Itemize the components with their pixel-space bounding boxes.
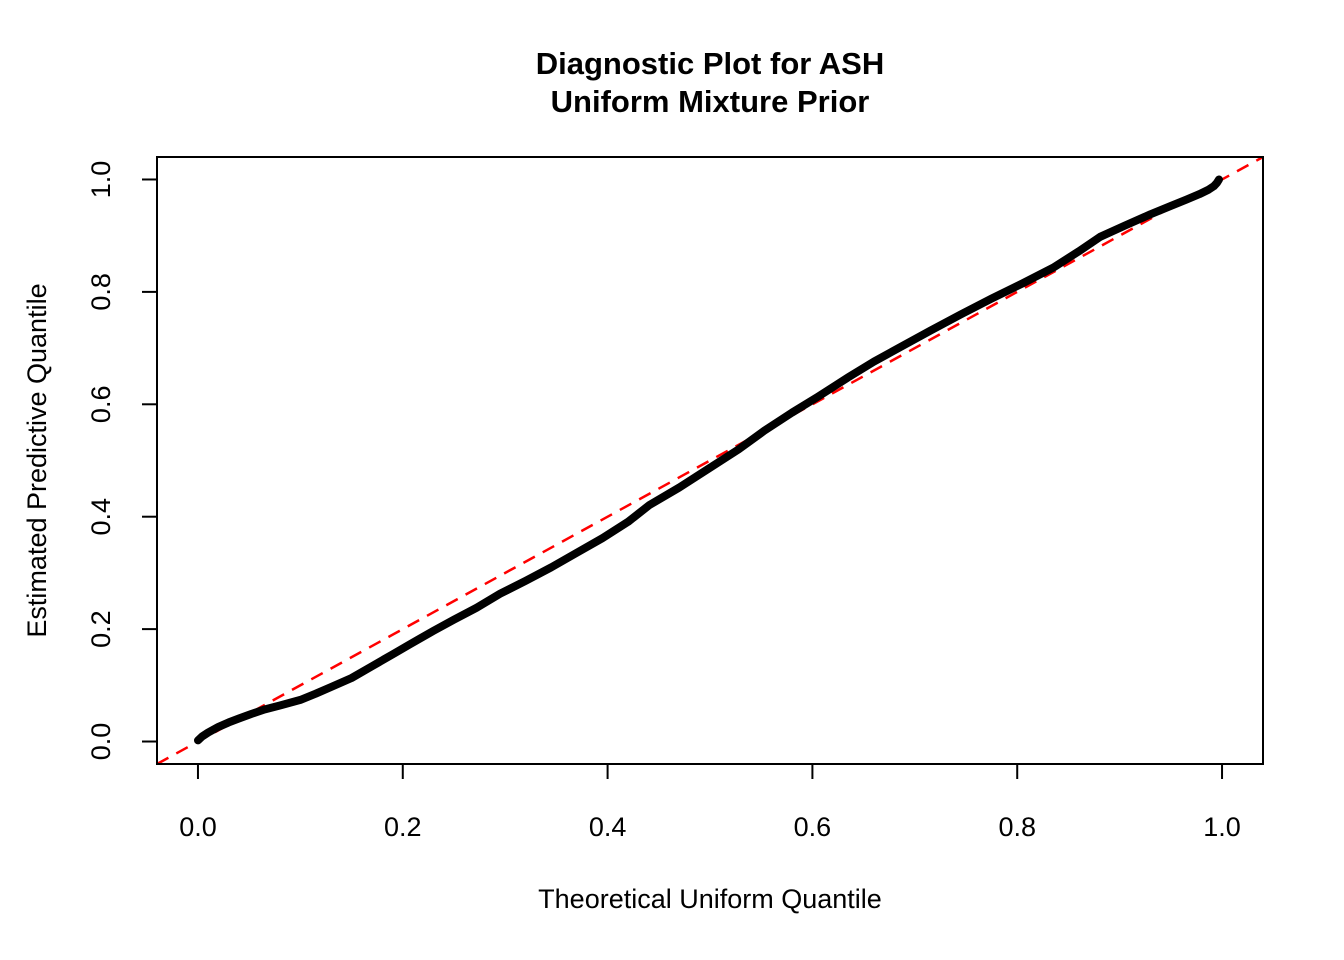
qq-points-curve [194,175,1223,745]
y-tick-label: 0.6 [86,386,116,424]
y-tick-label: 0.4 [86,498,116,536]
y-axis-title: Estimated Predictive Quantile [22,283,52,637]
y-tick-label: 0.8 [86,273,116,311]
x-tick-label: 0.0 [179,812,217,842]
x-tick-label: 0.6 [794,812,832,842]
x-tick-label: 1.0 [1203,812,1241,842]
identity-reference-line [156,155,1264,766]
x-tick-label: 0.8 [998,812,1036,842]
y-tick-label: 1.0 [86,161,116,199]
y-tick-label: 0.0 [86,723,116,761]
chart-title-line-2: Uniform Mixture Prior [551,84,870,119]
plot-box [156,156,1264,765]
x-axis-title: Theoretical Uniform Quantile [538,884,882,914]
x-tick-label: 0.2 [384,812,422,842]
chart-title-line-1: Diagnostic Plot for ASH [536,46,884,81]
y-tick-label: 0.2 [86,610,116,648]
x-tick-label: 0.4 [589,812,627,842]
